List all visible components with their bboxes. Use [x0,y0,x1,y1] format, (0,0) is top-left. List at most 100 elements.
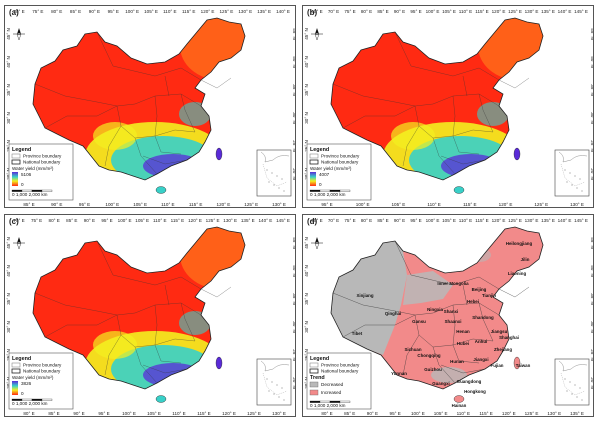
top-tick-label: 140° E [558,218,572,223]
left-tick-label: 25° N [6,349,11,361]
left-tick-label: 30° N [304,112,309,124]
legend-title: Legend [12,356,31,362]
province-boundary [394,240,500,290]
bottom-tick-label: 80° E [321,411,332,416]
hainan-island [453,186,465,194]
bottom-tick-label: 120° E [217,202,231,207]
national-boundary [32,226,246,390]
left-tick-label: 40° N [304,265,309,277]
bottom-tick-label: 80° E [23,411,34,416]
province-label: Liaoning [508,271,527,276]
province-label: Hebei [467,299,479,304]
province-boundaries [34,31,232,175]
top-tick-label: 70° E [13,9,24,14]
top-tick-label: 95° E [101,218,112,223]
top-tick-label: 130° E [525,9,539,14]
panel-label-b: (b) [307,8,318,17]
top-tick-label: 95° E [410,9,421,14]
legend-title: Legend [12,147,31,153]
left-tick-label: 40° N [304,56,309,68]
province-boundary [154,135,182,155]
province-label: Hainan [452,403,467,408]
bottom-tick-label: 95° E [79,202,90,207]
right-tick-label: 45° N [292,237,296,249]
legend-item: National boundary [23,369,61,374]
top-tick-label: 80° E [361,218,372,223]
province-boundaries [332,240,530,384]
province-boundary [164,284,170,306]
top-tick-label: 110° E [163,9,177,14]
south-china-sea-inset [256,358,292,406]
taiwan-island [215,147,223,161]
left-tick-label: 35° N [304,84,309,96]
color-ramp [12,381,18,395]
legend-scale-title: Water yield (mm/m²) [12,166,54,171]
province-boundary [440,155,486,165]
province-label: Shandong [472,315,494,320]
province-boundary [452,95,456,137]
legend-max: 3826 [21,381,32,386]
bottom-tick-label: 95° E [98,411,109,416]
bottom-tick-label: 105° E [434,411,448,416]
legend-item: National boundary [23,160,61,165]
left-tick-label: 35° N [6,293,11,305]
province-boundary [44,314,118,338]
province-boundary [154,304,158,346]
province-label: Yunnan [391,371,407,376]
province-boundary [478,302,494,342]
legend-scale-title: Trend [310,375,325,381]
province-boundary [104,125,122,167]
province-label: Gansu [412,319,426,324]
province-boundary [498,286,530,298]
panel-label-c: (c) [9,217,19,226]
top-tick-label: 120° E [201,9,215,14]
right-tick-label: 35° N [292,293,296,305]
map-a: 70° E 75° E 80° E 85° E 90° E 95° E 100° E 105°… [6,9,296,207]
province-label: Sichuan [404,347,421,352]
province-boundary [34,83,118,107]
province-label: Henan [456,329,470,334]
map-d: Heilongjiang Jilin Liaoning Inner MongoliaB… [304,218,594,416]
bottom-tick-label: 100° E [105,202,119,207]
bottom-tick-label: 120° E [499,202,513,207]
north-arrow-icon [311,237,323,250]
bottom-tick-label: 135° E [570,411,584,416]
south-china-sea-inset [554,149,590,197]
bottom-tick-label: 120° E [502,411,516,416]
top-tick-label: 75° E [32,9,43,14]
province-label: Guangxi [432,381,450,386]
province-label: Chongqing [417,353,440,358]
scale-bar: 0 1,000 2,000 km [309,400,351,408]
left-tick-label: 30° N [6,321,11,333]
panel-label-a: (a) [9,8,19,17]
top-tick-label: 90° E [394,9,405,14]
province-label: Heilongjiang [506,241,533,246]
top-tick-label: 75° E [31,218,42,223]
map-panel-a: 70° E 75° E 80° E 85° E 90° E 95° E 100° E 105°… [4,5,296,208]
bottom-tick-label: 100° E [356,202,370,207]
top-tick-label: 140° E [558,9,572,14]
bottom-tick-label: 110° E [427,202,441,207]
top-tick-label: 135° E [541,218,555,223]
map-panel-d: Heilongjiang Jilin Liaoning Inner Mongolia B… [302,214,594,417]
legend-max: 5106 [21,172,32,177]
scale-bar: 0 1,000 2,000 km [11,398,53,406]
right-tick-label: 30° N [292,112,296,124]
right-tick-label: 40° N [590,265,594,277]
province-boundary [462,284,468,306]
province-boundary [432,346,456,384]
top-tick-label: 85° E [377,218,388,223]
top-tick-label: 130° E [525,218,539,223]
province-boundary [332,292,416,316]
legend-item: Province boundary [321,154,360,159]
right-tick-label: 20° N [590,168,594,180]
province-label: Beijing [472,287,487,292]
province-boundary [332,83,416,107]
right-tick-label: 30° N [590,321,594,333]
top-tick-label: 130° E [223,218,237,223]
left-tick-label: 20° N [304,377,309,389]
bottom-tick-label: 110° E [172,411,186,416]
scale-bar-label: 0 1,000 2,000 km [310,403,346,408]
